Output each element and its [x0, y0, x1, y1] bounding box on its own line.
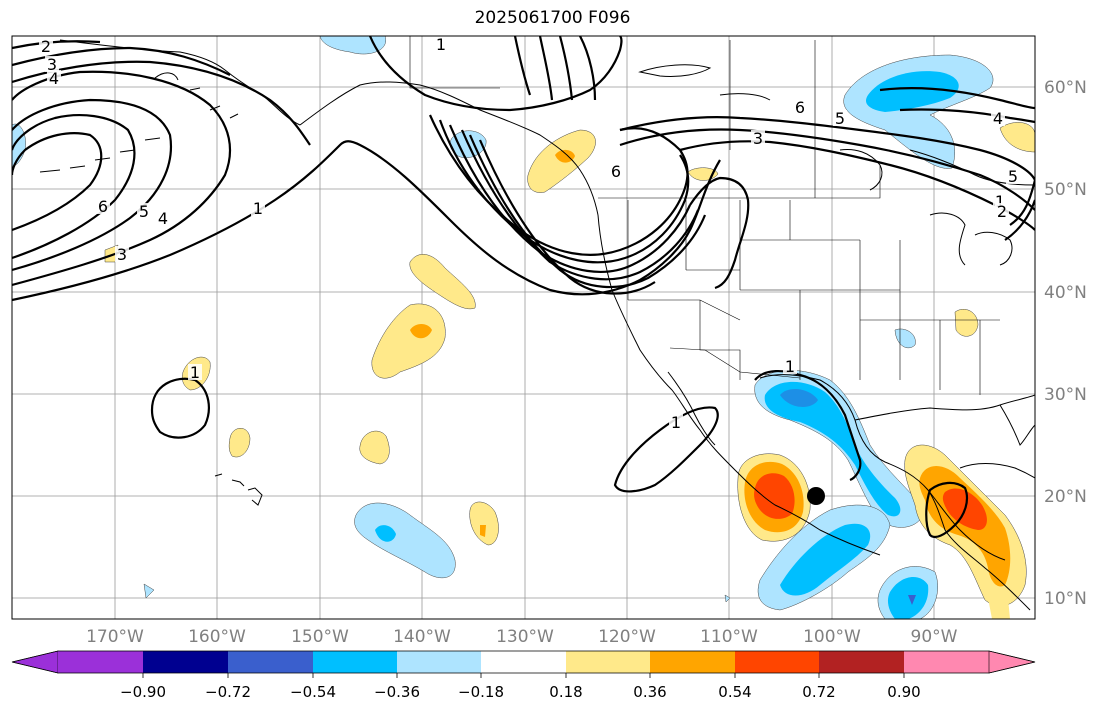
lon-tick-label: 100°W	[803, 627, 861, 647]
contour-label: 5	[139, 202, 149, 221]
contour-label: 6	[611, 162, 621, 181]
lon-tick-label: 150°W	[291, 627, 349, 647]
colorbar-segment	[143, 651, 228, 673]
lon-tick-label: 120°W	[598, 627, 656, 647]
contour-label: 6	[795, 98, 805, 117]
colorbar-segment	[58, 651, 143, 673]
colorbar-segment	[566, 651, 650, 673]
contour-label: 1	[671, 413, 681, 432]
colorbar-tick-label: 0.54	[718, 683, 751, 701]
contour-label: 4	[49, 69, 59, 88]
lon-tick-label: 130°W	[496, 627, 554, 647]
contour-label: 1	[785, 357, 795, 376]
colorbar-tick-label: 0.72	[802, 683, 835, 701]
borders	[409, 36, 1000, 395]
lat-tick-label: 30°N	[1044, 385, 1087, 405]
contour-label: 5	[1008, 167, 1018, 186]
contour-label: 4	[993, 109, 1003, 128]
map-frame	[11, 35, 1036, 620]
lat-tick-label: 20°N	[1044, 487, 1087, 507]
colorbar-tick-label: −0.54	[290, 683, 336, 701]
colorbar-segment	[228, 651, 313, 673]
lat-tick-label: 40°N	[1044, 283, 1087, 303]
contour-label: 2	[41, 37, 51, 56]
longitude-labels: 170°W 160°W 150°W 140°W 130°W 120°W 110°W 100°W…	[86, 627, 958, 647]
storm-center-dot	[807, 487, 825, 505]
contour-label: 5	[835, 109, 845, 128]
contour-label: 3	[47, 55, 57, 74]
contour-label: 6	[98, 197, 108, 216]
contour-lines	[12, 36, 1035, 539]
contour-label: 4	[158, 209, 168, 228]
lon-tick-label: 170°W	[86, 627, 144, 647]
contour-label: 3	[753, 129, 763, 148]
map-title: 2025061700 F096	[474, 8, 631, 28]
lon-tick-label: 140°W	[393, 627, 451, 647]
lon-tick-label: 90°W	[911, 627, 958, 647]
colorbar-segment	[313, 651, 397, 673]
contour-label: 1	[436, 35, 446, 54]
contour-label: 2	[997, 202, 1007, 221]
colorbar-tick-label: 0.36	[633, 683, 666, 701]
contour-label: 1	[253, 199, 263, 218]
colorbar-tick-label: −0.72	[205, 683, 251, 701]
colorbar: −0.90 −0.72 −0.54 −0.36 −0.18 0.18 0.36 0.54 0.7…	[11, 650, 1036, 701]
latitude-labels: 60°N 50°N 40°N 30°N 20°N 10°N	[1044, 78, 1087, 609]
colorbar-tick-label: −0.18	[458, 683, 504, 701]
colorbar-tick-label: −0.36	[374, 683, 420, 701]
colorbar-segment	[819, 651, 904, 673]
colorbar-tick-label: −0.90	[120, 683, 166, 701]
colorbar-segment	[481, 651, 566, 673]
lat-tick-label: 60°N	[1044, 78, 1087, 98]
colorbar-segment	[904, 651, 989, 673]
contour-label: 1	[190, 363, 200, 382]
colorbar-arrow-left	[11, 650, 59, 674]
colorbar-tick-label: 0.90	[887, 683, 920, 701]
colorbar-tick-label: 0.18	[549, 683, 582, 701]
colorbar-segment	[735, 651, 819, 673]
lon-tick-label: 160°W	[188, 627, 246, 647]
lon-tick-label: 110°W	[700, 627, 758, 647]
contour-label: 3	[117, 245, 127, 264]
colorbar-segment	[397, 651, 481, 673]
contour-label: 1	[995, 192, 1005, 211]
lat-tick-label: 10°N	[1044, 589, 1087, 609]
colorbar-arrow-right	[988, 650, 1036, 674]
colorbar-segment	[650, 651, 735, 673]
lat-tick-label: 50°N	[1044, 180, 1087, 200]
